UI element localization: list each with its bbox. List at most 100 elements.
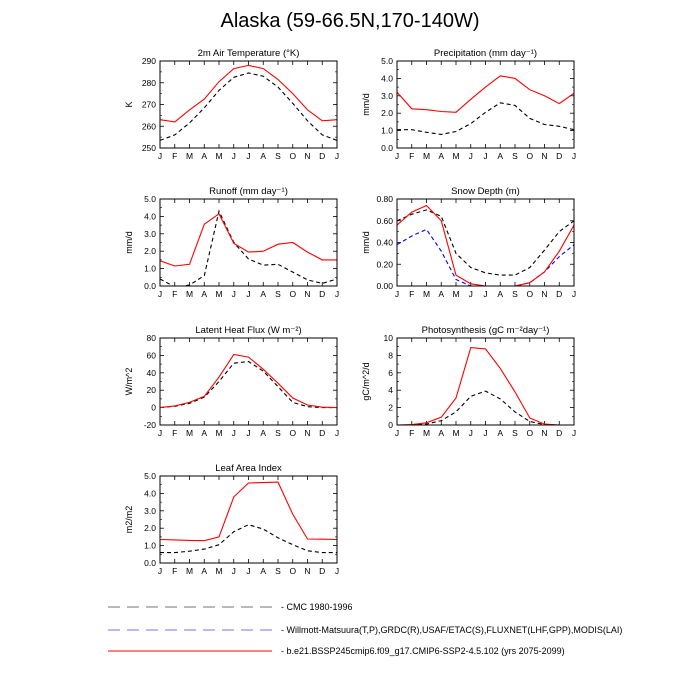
x-tick-label: J (335, 428, 339, 438)
x-tick-label: O (289, 428, 296, 438)
y-tick-label: 5.0 (144, 194, 156, 204)
x-tick-label: J (572, 428, 576, 438)
y-tick-label: 60 (147, 350, 157, 360)
y-tick-label: 40 (147, 368, 157, 378)
x-tick-label: J (232, 289, 236, 299)
x-tick-label: F (172, 566, 177, 576)
x-tick-label: A (260, 151, 266, 161)
x-tick-label: J (158, 289, 162, 299)
y-tick-label: 8 (388, 350, 393, 360)
x-tick-label: M (186, 151, 193, 161)
panel-4: Snow Depth (m)mm/d0.000.200.400.600.80J F… (361, 186, 576, 299)
y-tick-label: 0.0 (381, 143, 393, 153)
panel-title: Photosynthesis (gC m⁻²day⁻¹) (422, 325, 550, 336)
x-tick-label: J (158, 566, 162, 576)
x-tick-label: M (215, 428, 222, 438)
x-tick-label: M (186, 566, 193, 576)
x-tick-label: J (483, 289, 487, 299)
x-tick-label: J (469, 151, 473, 161)
x-tick-label: A (201, 566, 207, 576)
panel-title: Snow Depth (m) (451, 186, 520, 197)
series-line-cmc (397, 390, 574, 425)
y-tick-label: 270 (142, 100, 156, 110)
y-tick-label: 5.0 (381, 56, 393, 66)
y-tick-label: 260 (142, 121, 156, 131)
x-tick-label: A (201, 289, 207, 299)
x-tick-label: F (172, 151, 177, 161)
y-axis-label: mm/d (361, 231, 371, 254)
x-tick-label: J (232, 428, 236, 438)
y-tick-label: 4.0 (144, 488, 156, 498)
x-tick-label: J (572, 289, 576, 299)
plot-frame (159, 60, 338, 149)
x-tick-label: A (497, 151, 503, 161)
y-tick-label: 4.0 (381, 73, 393, 83)
panel-title: Precipitation (mm day⁻¹) (434, 48, 537, 59)
x-tick-label: M (452, 289, 459, 299)
x-tick-label: J (246, 566, 250, 576)
y-tick-label: 6 (388, 368, 393, 378)
x-tick-label: O (289, 151, 296, 161)
x-tick-label: S (275, 289, 281, 299)
series-line-model (160, 64, 337, 123)
x-tick-label: S (512, 428, 518, 438)
series-line-model (160, 353, 337, 409)
x-tick-label: N (541, 151, 547, 161)
plot-frame (396, 337, 575, 426)
y-tick-label: 20 (147, 385, 157, 395)
x-tick-label: J (395, 289, 399, 299)
series-line-model (160, 481, 337, 542)
x-tick-label: J (469, 289, 473, 299)
x-tick-label: D (319, 566, 325, 576)
x-tick-label: A (260, 428, 266, 438)
x-tick-label: M (452, 428, 459, 438)
series-line-cmc (160, 72, 337, 141)
x-tick-label: S (512, 151, 518, 161)
x-tick-label: J (335, 566, 339, 576)
x-tick-label: J (158, 428, 162, 438)
x-tick-label: M (186, 428, 193, 438)
y-tick-label: 3.0 (144, 229, 156, 239)
x-tick-label: M (423, 428, 430, 438)
panel-title: Latent Heat Flux (W m⁻²) (195, 325, 301, 336)
y-tick-label: 0.0 (144, 558, 156, 568)
series-line-cmc (160, 209, 337, 286)
x-tick-label: A (201, 428, 207, 438)
x-tick-label: J (483, 428, 487, 438)
x-tick-label: J (232, 151, 236, 161)
x-tick-label: J (246, 289, 250, 299)
x-tick-label: N (304, 289, 310, 299)
y-tick-label: 3.0 (381, 91, 393, 101)
x-tick-label: S (275, 428, 281, 438)
panel-title: 2m Air Temperature (°K) (198, 48, 300, 59)
x-tick-label: S (275, 151, 281, 161)
plot-frame (159, 337, 338, 426)
panel-2: Precipitation (mm day⁻¹) mm/d 0.0 1.0 2.0 3.0… (361, 48, 576, 161)
y-tick-label: 0 (388, 420, 393, 430)
x-tick-label: M (186, 289, 193, 299)
y-tick-label: 1.0 (144, 264, 156, 274)
x-tick-label: A (201, 151, 207, 161)
y-tick-label: 5.0 (144, 471, 156, 481)
x-tick-label: J (158, 151, 162, 161)
x-tick-label: D (319, 428, 325, 438)
x-tick-label: D (556, 428, 562, 438)
x-tick-label: J (469, 428, 473, 438)
x-tick-label: J (395, 428, 399, 438)
x-tick-label: F (172, 428, 177, 438)
series-line-cmc (397, 209, 574, 276)
x-tick-label: J (483, 151, 487, 161)
x-tick-label: A (438, 151, 444, 161)
x-tick-label: D (556, 151, 562, 161)
panel-6: Photosynthesis (gC m⁻²day⁻¹) gC/m^2/d 0 2 4 6… (361, 325, 576, 438)
series-line-cmc (160, 360, 337, 409)
series-line-model (397, 75, 574, 113)
x-tick-label: D (319, 289, 325, 299)
y-tick-label: 280 (142, 78, 156, 88)
x-tick-label: S (512, 289, 518, 299)
x-tick-label: O (526, 151, 533, 161)
x-tick-label: N (304, 151, 310, 161)
plot-frame (396, 198, 575, 287)
x-tick-label: M (215, 289, 222, 299)
y-tick-label: 2 (388, 403, 393, 413)
